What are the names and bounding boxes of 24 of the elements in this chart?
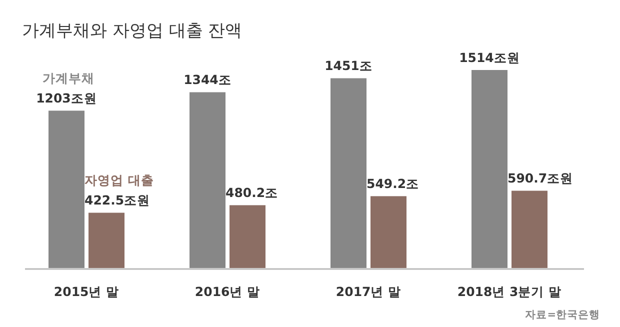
x-tick-label: 2015년 말 <box>54 284 120 299</box>
bar <box>88 212 124 268</box>
x-tick-label: 2016년 말 <box>194 284 260 299</box>
bar <box>190 92 226 268</box>
bar <box>512 190 548 268</box>
bar <box>330 78 366 268</box>
bar <box>230 205 266 268</box>
data-label: 480.2조 <box>226 185 278 200</box>
x-tick-label: 2018년 3분기 말 <box>457 284 562 299</box>
x-tick-label: 2017년 말 <box>336 284 402 299</box>
text: 자영업 대출 <box>84 172 154 188</box>
data-label: 1451조 <box>324 58 372 74</box>
data-label: 1203조원 <box>36 90 97 106</box>
data-label: 1514조원 <box>459 50 520 65</box>
bar <box>48 110 84 268</box>
data-label: 1344조 <box>184 72 232 88</box>
bar <box>370 196 406 268</box>
text: 가계부채 <box>42 70 94 86</box>
bar <box>472 70 508 268</box>
chart-title: 가계부채와 자영업 대출 잔액 <box>22 21 242 41</box>
data-label: 590.7조원 <box>508 170 574 186</box>
data-label: 549.2조 <box>366 176 420 192</box>
text: 자료=한국은행 <box>525 309 600 321</box>
data-label: 422.5조원 <box>84 192 150 208</box>
